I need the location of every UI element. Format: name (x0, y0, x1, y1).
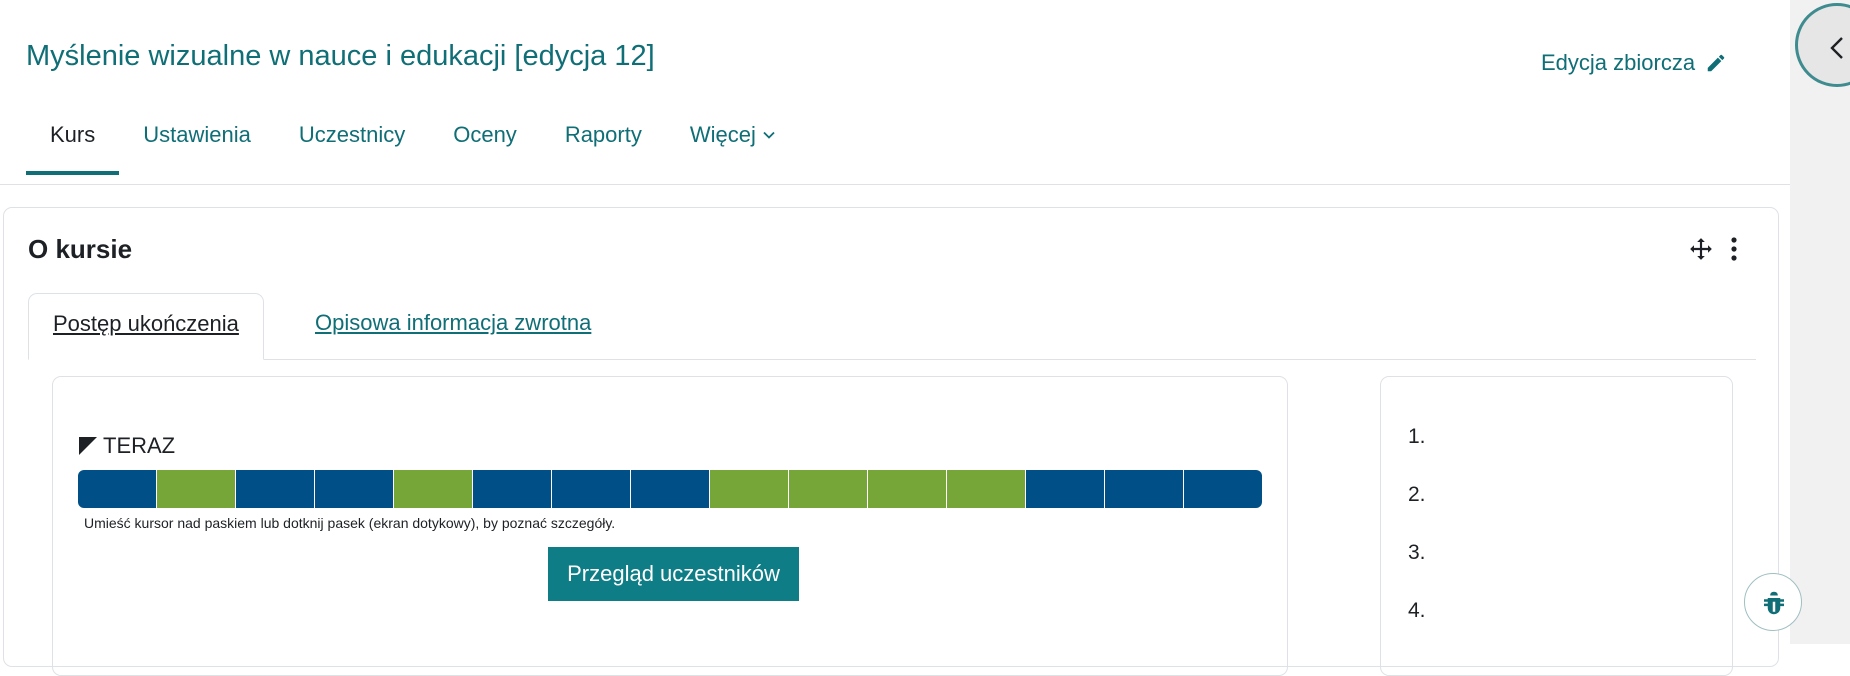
tab-more[interactable]: Więcej (666, 110, 800, 175)
progress-segment-incomplete[interactable] (552, 470, 631, 508)
about-course-block: O kursie Postęp ukończenia Opisowa infor… (3, 207, 1779, 676)
chevron-down-icon (763, 131, 775, 139)
move-icon[interactable] (1688, 236, 1714, 267)
progress-segment-incomplete[interactable] (78, 470, 157, 508)
tab-label: Więcej (689, 122, 756, 147)
progress-segment-incomplete[interactable] (473, 470, 552, 508)
block-tabs: Postęp ukończenia Opisowa informacja zwr… (28, 293, 1756, 360)
nav-divider (0, 184, 1790, 185)
progress-segment-complete[interactable] (157, 470, 236, 508)
tab-course[interactable]: Kurs (26, 110, 120, 175)
participants-overview-button[interactable]: Przegląd uczestników (548, 547, 799, 601)
list-item: 2. (1408, 483, 1426, 506)
progress-segment-incomplete[interactable] (1184, 470, 1262, 508)
now-arrow-icon (79, 437, 97, 455)
debug-button[interactable] (1744, 573, 1802, 631)
tab-label: Kurs (50, 122, 96, 147)
bug-icon (1764, 591, 1784, 615)
ranking-card: 1. 2. 3. 4. (1380, 376, 1733, 676)
now-marker: TERAZ (78, 433, 175, 459)
list-item: 3. (1408, 541, 1426, 564)
tab-label: Ustawienia (143, 122, 251, 147)
pencil-icon (1707, 54, 1725, 72)
tab-reports[interactable]: Raporty (541, 110, 666, 175)
page-title: Myślenie wizualne w nauce i edukacji [ed… (26, 40, 655, 72)
progress-segment-complete[interactable] (394, 470, 473, 508)
progress-segment-incomplete[interactable] (1026, 470, 1105, 508)
progress-segment-incomplete[interactable] (236, 470, 315, 508)
kebab-menu-icon[interactable] (1729, 236, 1739, 267)
secondary-navigation: Kurs Ustawienia Uczestnicy Oceny Raporty… (26, 110, 800, 175)
tab-completion-progress[interactable]: Postęp ukończenia (28, 293, 264, 360)
tab-label: Oceny (453, 122, 517, 147)
right-drawer (1790, 0, 1850, 644)
progress-segment-incomplete[interactable] (631, 470, 710, 508)
progress-bar[interactable] (78, 470, 1262, 508)
tab-label: Raporty (564, 122, 642, 147)
list-item: 1. (1408, 425, 1426, 448)
progress-segment-complete[interactable] (710, 470, 789, 508)
now-label: TERAZ (103, 433, 176, 458)
progress-segment-incomplete[interactable] (315, 470, 394, 508)
tab-grades[interactable]: Oceny (429, 110, 541, 175)
bulk-edit-label: Edycja zbiorcza (1541, 50, 1696, 75)
tab-descriptive-feedback[interactable]: Opisowa informacja zwrotna (315, 310, 592, 335)
progress-segment-complete[interactable] (868, 470, 947, 508)
progress-segment-complete[interactable] (789, 470, 868, 508)
progress-segment-incomplete[interactable] (1105, 470, 1184, 508)
list-item: 4. (1408, 599, 1426, 622)
block-title: O kursie (28, 234, 133, 264)
completion-progress-card: TERAZ Umieść kursor nad paskiem lub dotk… (52, 376, 1288, 676)
chevron-left-icon (1830, 37, 1843, 59)
main-region: Myślenie wizualne w nauce i edukacji [ed… (0, 40, 1790, 676)
ranking-list: 1. 2. 3. 4. (1408, 425, 1426, 657)
tab-label: Uczestnicy (298, 122, 406, 147)
progress-hint: Umieść kursor nad paskiem lub dotknij pa… (84, 515, 616, 531)
tab-settings[interactable]: Ustawienia (119, 110, 275, 175)
tab-participants[interactable]: Uczestnicy (275, 110, 429, 175)
bulk-edit-link[interactable]: Edycja zbiorcza (1541, 50, 1727, 76)
progress-segment-complete[interactable] (947, 470, 1026, 508)
